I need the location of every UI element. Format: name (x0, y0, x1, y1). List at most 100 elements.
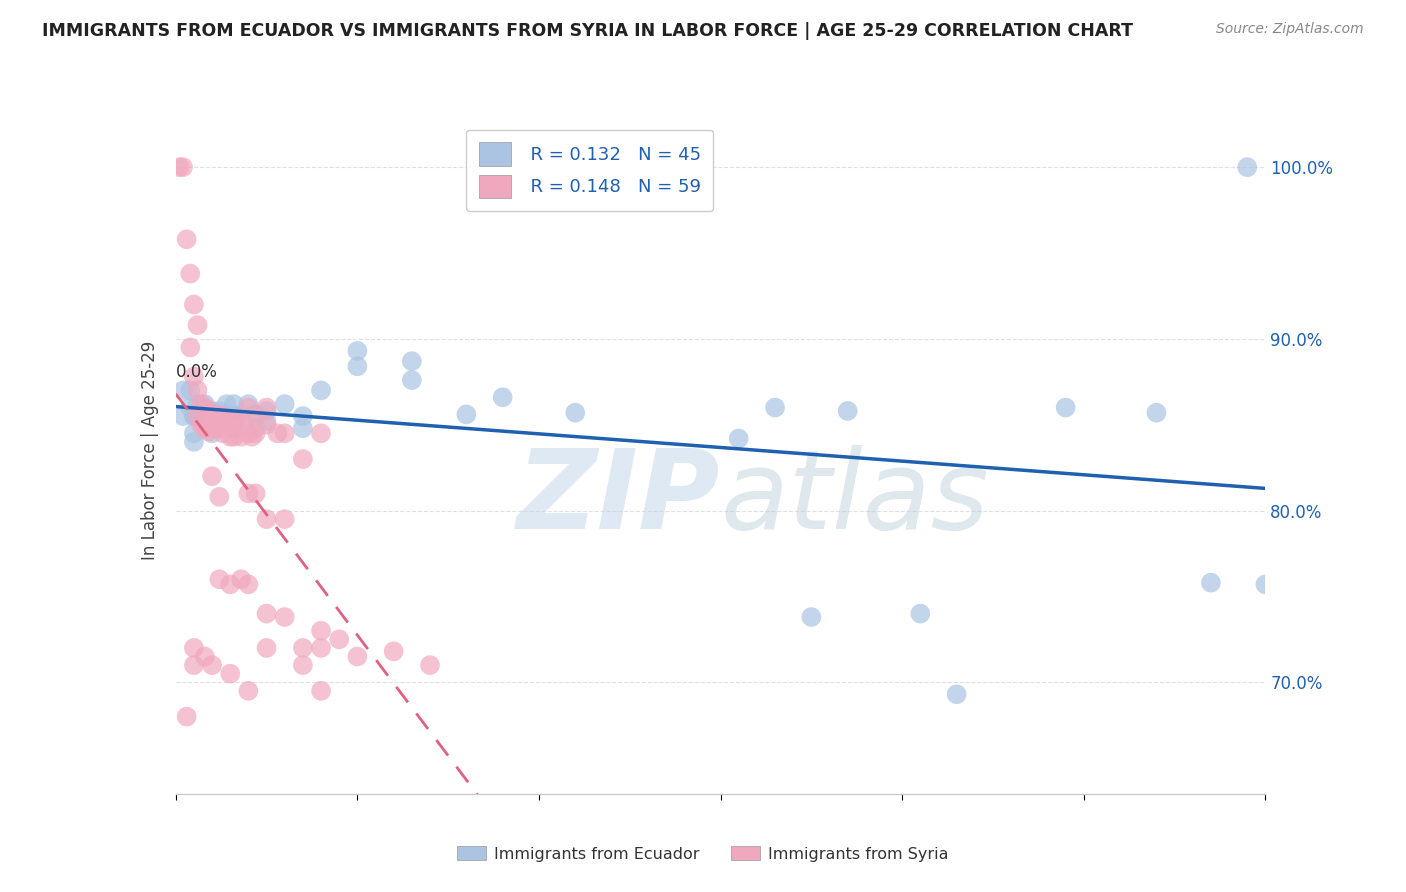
Point (309, 624, 332, 638)
Point (309, 426, 332, 441)
Point (204, 408, 226, 422)
Point (183, 297, 205, 311)
Point (256, 414, 278, 428)
Point (401, 373, 423, 387)
Y-axis label: In Labor Force | Age 25-29: In Labor Force | Age 25-29 (141, 341, 159, 560)
Point (401, 354, 423, 368)
Point (194, 409, 217, 424)
Point (240, 430, 263, 444)
Point (238, 397, 260, 411)
Text: Source: ZipAtlas.com: Source: ZipAtlas.com (1216, 22, 1364, 37)
Text: atlas: atlas (721, 445, 990, 552)
Point (201, 426, 224, 441)
Point (183, 658, 205, 673)
Point (222, 397, 245, 411)
Point (266, 426, 288, 441)
Point (197, 404, 219, 418)
Point (222, 409, 245, 424)
Point (190, 397, 212, 411)
Point (219, 430, 242, 444)
Text: 0.0%: 0.0% (176, 363, 218, 381)
Point (274, 512, 297, 526)
Point (201, 421, 224, 435)
Point (291, 640, 314, 655)
Point (238, 684, 260, 698)
Point (1254, 577, 1277, 591)
Point (274, 397, 297, 411)
Point (183, 640, 205, 655)
Point (231, 408, 253, 422)
Point (219, 414, 242, 428)
Point (172, 384, 194, 398)
Point (291, 409, 314, 424)
Point (179, 340, 201, 354)
Point (201, 408, 224, 422)
Point (186, 318, 209, 332)
Point (564, 406, 586, 420)
Point (212, 426, 235, 441)
Point (492, 390, 515, 404)
Point (201, 469, 224, 483)
Point (800, 610, 823, 624)
Point (382, 644, 405, 658)
Point (208, 417, 231, 432)
Point (256, 404, 278, 418)
Text: ZIP: ZIP (517, 445, 721, 552)
Point (179, 267, 201, 281)
Point (1146, 406, 1168, 420)
Point (309, 684, 332, 698)
Point (215, 397, 238, 411)
Point (176, 709, 198, 723)
Point (245, 421, 267, 435)
Point (233, 417, 256, 432)
Point (219, 666, 242, 681)
Point (183, 426, 205, 441)
Point (945, 687, 967, 701)
Point (309, 640, 332, 655)
Point (245, 486, 267, 500)
Point (456, 408, 478, 422)
Point (183, 434, 205, 449)
Point (208, 490, 231, 504)
Point (222, 430, 245, 444)
Point (179, 384, 201, 398)
Point (194, 421, 217, 435)
Point (208, 421, 231, 435)
Point (208, 572, 231, 586)
Point (256, 607, 278, 621)
Point (419, 658, 441, 673)
Point (208, 404, 231, 418)
Point (169, 160, 191, 174)
Point (1199, 575, 1222, 590)
Point (215, 417, 238, 432)
Point (222, 414, 245, 428)
Point (201, 417, 224, 432)
Point (245, 408, 267, 422)
Point (194, 649, 217, 664)
Point (172, 409, 194, 424)
Point (231, 430, 253, 444)
Point (197, 425, 219, 439)
Point (346, 343, 368, 358)
Point (194, 401, 217, 415)
Legend: Immigrants from Ecuador, Immigrants from Syria: Immigrants from Ecuador, Immigrants from… (451, 839, 955, 868)
Point (238, 426, 260, 441)
Point (219, 577, 242, 591)
Point (186, 409, 209, 424)
Point (176, 232, 198, 246)
Point (204, 421, 226, 435)
Text: IMMIGRANTS FROM ECUADOR VS IMMIGRANTS FROM SYRIA IN LABOR FORCE | AGE 25-29 CORR: IMMIGRANTS FROM ECUADOR VS IMMIGRANTS FR… (42, 22, 1133, 40)
Point (256, 640, 278, 655)
Point (183, 409, 205, 424)
Point (245, 426, 267, 441)
Point (910, 607, 932, 621)
Point (238, 577, 260, 591)
Point (194, 397, 217, 411)
Point (222, 421, 245, 435)
Point (190, 417, 212, 432)
Point (291, 421, 314, 435)
Point (245, 409, 267, 424)
Point (238, 401, 260, 415)
Point (1054, 401, 1077, 415)
Point (346, 359, 368, 374)
